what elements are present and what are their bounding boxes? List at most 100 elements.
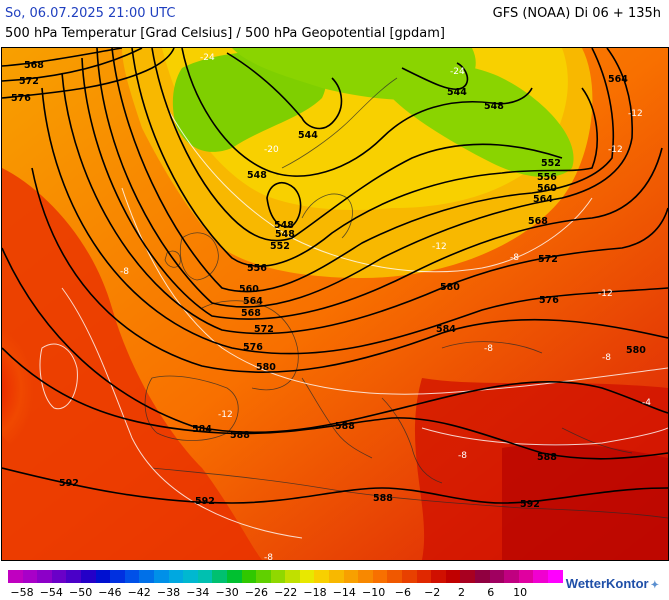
- coast-black-sea: [441, 341, 543, 354]
- color-swatch: [475, 570, 490, 583]
- contour-560: [111, 48, 615, 293]
- color-swatch: [445, 570, 461, 583]
- contour-label: 564: [608, 74, 628, 85]
- color-swatch: [372, 570, 388, 583]
- color-swatch: [168, 570, 184, 583]
- contour-label: 560: [239, 284, 259, 295]
- contour-548-closed: [266, 182, 302, 228]
- color-scale-label: −54: [39, 586, 63, 599]
- color-swatch: [489, 570, 505, 583]
- contour-552: [151, 48, 563, 242]
- contour-label: 584: [192, 424, 212, 435]
- color-scale-label: −58: [10, 586, 34, 599]
- contour-568-nw: [2, 48, 123, 67]
- color-swatch: [22, 570, 38, 583]
- color-scale-label: −22: [274, 586, 298, 599]
- contour-544-b: [401, 62, 469, 91]
- contour-544-a: [226, 52, 343, 130]
- contour-label: 564: [533, 194, 553, 205]
- color-swatch: [241, 570, 257, 583]
- contour-label: 572: [254, 324, 274, 335]
- coast-north-africa: [151, 467, 668, 519]
- color-swatch: [37, 570, 52, 583]
- color-swatch: [416, 570, 432, 583]
- contour-label: 572: [538, 254, 558, 265]
- coast-norway: [281, 77, 398, 169]
- contour-label: 544: [447, 87, 467, 98]
- hot-region-southeast: [502, 443, 668, 560]
- contour-label: 592: [195, 496, 215, 507]
- color-scale-label: −38: [156, 586, 181, 599]
- contour-label: 556: [537, 172, 557, 183]
- contour-label: 568: [528, 216, 548, 227]
- color-scale: [8, 570, 563, 583]
- contour-label: 568: [241, 308, 261, 319]
- isotherm-a: [166, 107, 593, 273]
- color-swatch: [285, 570, 300, 583]
- contour-576-nw: [2, 48, 175, 99]
- contour-580: [31, 167, 668, 374]
- color-scale-label: −46: [98, 586, 122, 599]
- isotherm-d: [421, 427, 668, 446]
- color-swatch: [460, 570, 475, 583]
- color-swatch: [299, 570, 315, 583]
- contour-label: 580: [256, 362, 276, 373]
- contour-label: 576: [11, 93, 31, 104]
- temperature-label: -12: [218, 410, 233, 420]
- map-canvas: 568 572 576 544 548 544 548 552 556 560 …: [2, 48, 668, 560]
- temperature-label: -8: [120, 267, 129, 277]
- color-swatch: [110, 570, 125, 583]
- warm-region-west: [2, 168, 262, 560]
- contour-568: [81, 57, 663, 320]
- color-swatch: [80, 570, 96, 583]
- temperature-label: -12: [598, 289, 613, 299]
- color-swatch: [183, 570, 198, 583]
- contour-564: [96, 48, 633, 308]
- color-swatch: [329, 570, 344, 583]
- color-swatch: [139, 570, 154, 583]
- temperature-label: -12: [628, 109, 643, 119]
- contour-label: 560: [537, 183, 557, 194]
- color-swatch: [504, 570, 519, 583]
- color-scale-label: −10: [361, 586, 386, 599]
- contour-label: 544: [298, 130, 318, 141]
- temperature-label: -8: [264, 553, 273, 560]
- color-swatch: [226, 570, 242, 583]
- contour-label: 584: [436, 324, 456, 335]
- temperature-label: -8: [602, 353, 611, 363]
- contour-572: [61, 72, 668, 335]
- contour-label: 592: [520, 499, 540, 510]
- color-scale-label: −34: [186, 586, 210, 599]
- contour-576: [41, 87, 668, 355]
- hot-spot-atlantic: [2, 278, 102, 458]
- color-swatch: [343, 570, 359, 583]
- color-swatch: [51, 570, 67, 583]
- contour-label: 548: [247, 170, 267, 181]
- color-swatch: [358, 570, 373, 583]
- contour-label: 548: [274, 220, 294, 231]
- coast-ireland: [164, 250, 181, 268]
- contour-label: 576: [539, 295, 559, 306]
- color-swatch: [66, 570, 81, 583]
- contour-588: [2, 347, 668, 460]
- color-swatch: [387, 570, 403, 583]
- contour-label: 588: [335, 421, 355, 432]
- forecast-datetime: So, 06.07.2025 21:00 UTC: [5, 6, 176, 21]
- color-scale-label: −18: [303, 586, 327, 599]
- color-scale-label: 6: [487, 586, 495, 599]
- contour-584: [2, 247, 668, 434]
- temperature-label: -24: [200, 53, 215, 63]
- color-scale-label: −2: [424, 586, 441, 599]
- temperature-label: -8: [484, 344, 493, 354]
- color-swatch: [431, 570, 446, 583]
- brand-name: WetterKontor: [565, 576, 649, 591]
- temperature-labels: -24 -20 -24 -12 -12 -12 -8 -8 -8 -8 -4 -…: [120, 53, 651, 560]
- contour-label: 592: [59, 478, 79, 489]
- contour-label: 548: [275, 229, 295, 240]
- color-swatch: [95, 570, 111, 583]
- color-scale-label: −6: [394, 586, 411, 599]
- contour-label: 580: [626, 345, 646, 356]
- color-swatch: [256, 570, 271, 583]
- coast-italy: [301, 377, 373, 459]
- color-scale-label: −50: [68, 586, 93, 599]
